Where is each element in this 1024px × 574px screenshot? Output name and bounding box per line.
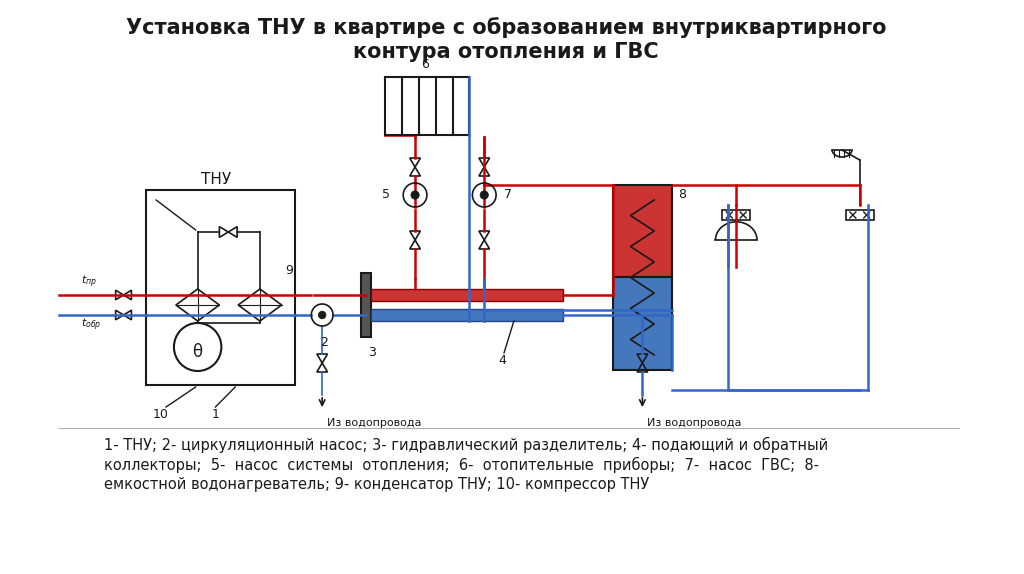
Circle shape xyxy=(411,191,419,199)
Bar xyxy=(612,185,672,277)
Text: 6: 6 xyxy=(421,59,429,72)
Bar xyxy=(371,309,563,321)
Text: Установка ТНУ в квартире с образованием внутриквартирного: Установка ТНУ в квартире с образованием … xyxy=(126,18,886,38)
Text: контура отопления и ГВС: контура отопления и ГВС xyxy=(353,42,658,62)
Bar xyxy=(846,210,873,220)
Text: Из водопровода: Из водопровода xyxy=(327,418,422,428)
Bar xyxy=(371,289,563,301)
Text: 5: 5 xyxy=(382,188,390,201)
Bar xyxy=(612,277,672,370)
Text: 1: 1 xyxy=(212,409,219,421)
Circle shape xyxy=(318,311,326,319)
Text: 10: 10 xyxy=(154,409,169,421)
Text: коллекторы;  5-  насос  системы  отопления;  6-  отопительные  приборы;  7-  нас: коллекторы; 5- насос системы отопления; … xyxy=(103,457,819,473)
Text: Из водопровода: Из водопровода xyxy=(647,418,741,428)
Text: 1- ТНУ; 2- циркуляционный насос; 3- гидравлический разделитель; 4- подающий и об: 1- ТНУ; 2- циркуляционный насос; 3- гидр… xyxy=(103,437,828,453)
Text: емкостной водонагреватель; 9- конденсатор ТНУ; 10- компрессор ТНУ: емкостной водонагреватель; 9- конденсато… xyxy=(103,478,649,492)
Bar xyxy=(722,210,751,220)
Text: 3: 3 xyxy=(368,347,376,359)
Text: $t_{пр}$: $t_{пр}$ xyxy=(81,274,97,290)
Text: 9: 9 xyxy=(286,263,294,277)
Bar xyxy=(360,273,371,337)
Text: 8: 8 xyxy=(678,188,686,201)
Circle shape xyxy=(480,191,488,199)
Text: 2: 2 xyxy=(321,336,328,350)
Text: 7: 7 xyxy=(504,188,512,201)
Text: 4: 4 xyxy=(498,355,506,367)
Bar xyxy=(146,190,295,385)
Text: ТНУ: ТНУ xyxy=(201,173,230,188)
Text: θ: θ xyxy=(193,343,203,361)
Text: $t_{обр}$: $t_{обр}$ xyxy=(81,317,101,333)
